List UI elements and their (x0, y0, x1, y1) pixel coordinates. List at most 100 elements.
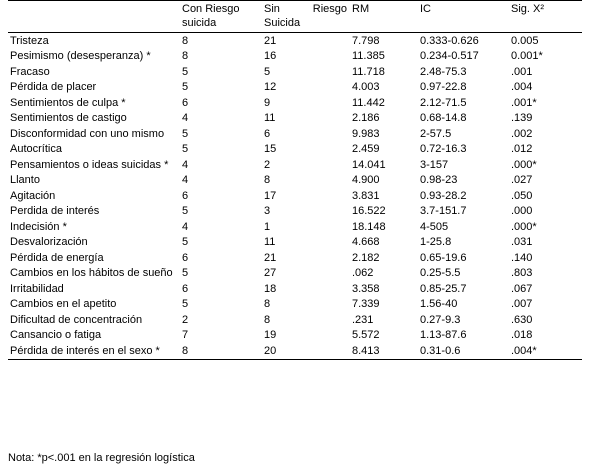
cell: 8.413 (352, 344, 380, 357)
results-table: Con Riesgo suicida Sin Riesgo Suicida RM IC… (8, 0, 582, 360)
cell: 8 (182, 34, 189, 47)
cell: 6 (182, 189, 189, 202)
cell: 12 (264, 81, 277, 93)
cell: .004 (511, 81, 533, 93)
cell: 5 (182, 81, 189, 93)
table-row: Fracaso 5 5 11.718 2.48-75.3 .001 (8, 64, 582, 80)
footnote: Nota: *p<.001 en la regresión logística (8, 452, 195, 464)
cell: 5 (182, 267, 189, 279)
cell: .000* (511, 158, 537, 171)
cell: 1.13-87.6 (420, 329, 467, 341)
cell: 3.7-151.7 (420, 205, 467, 217)
cell: 19 (264, 329, 277, 341)
row-label: Agitación (10, 189, 56, 202)
row-label: Sentimientos de castigo (10, 112, 127, 124)
table-header: Con Riesgo suicida Sin Riesgo Suicida RM IC… (8, 0, 582, 33)
table-row: Pérdida de energía 6 21 2.182 0.65-19.6 .140 (8, 250, 582, 266)
cell: 11 (264, 112, 276, 124)
cell: 8 (264, 298, 271, 310)
row-label: Pérdida de placer (10, 81, 97, 93)
cell: 0.72-16.3 (420, 143, 467, 155)
cell: 0.27-9.3 (420, 313, 461, 326)
cell: 9.983 (352, 127, 380, 140)
header-cell (8, 1, 180, 33)
cell: 0.98-23 (420, 174, 458, 186)
cell: 18 (264, 282, 277, 295)
table-row: Pérdida de interés en el sexo * 8 20 8.413 0… (8, 343, 582, 359)
cell: 3-157 (420, 158, 449, 171)
header-cell: RM (352, 3, 370, 15)
row-label: Pensamientos o ideas suicidas * (10, 158, 169, 171)
cell: 5 (182, 205, 189, 217)
cell: 18.148 (352, 220, 386, 233)
table-row: Cansancio o fatiga 7 19 5.572 1.13-87.6 .018 (8, 328, 582, 344)
table-row: Dificultad de concentración 2 8 .231 0.27-9.… (8, 312, 582, 328)
cell: 6 (182, 96, 189, 109)
cell: .000 (511, 205, 533, 217)
cell: 4.003 (352, 81, 380, 93)
cell: 0.65-19.6 (420, 251, 467, 264)
table-row: Indecisión * 4 1 18.148 4-505 .000* (8, 219, 582, 235)
cell: 11.442 (352, 96, 385, 109)
cell: 0.001* (511, 50, 543, 62)
table-row: Sentimientos de castigo 4 11 2.186 0.68-14.8… (8, 111, 582, 127)
cell: .231 (352, 313, 374, 326)
cell: 21 (264, 251, 277, 264)
row-label: Perdida de interés (10, 205, 100, 217)
cell: 9 (264, 96, 271, 109)
row-label: Fracaso (10, 65, 50, 78)
cell: 5 (182, 127, 189, 140)
cell: 0.333-0.626 (420, 34, 479, 47)
cell: 4-505 (420, 220, 449, 233)
cell: 20 (264, 344, 277, 357)
cell: .004* (511, 344, 537, 357)
cell: 2.48-75.3 (420, 65, 467, 78)
row-label: Irritabilidad (10, 282, 64, 295)
cell: .027 (511, 174, 533, 186)
row-label: Pérdida de interés en el sexo * (10, 344, 160, 357)
cell: 21 (264, 34, 277, 47)
cell: 4 (182, 220, 189, 233)
header-cell: Con Riesgo suicida (182, 3, 240, 29)
cell: .007 (511, 298, 533, 310)
cell: 16 (264, 50, 277, 62)
row-label: Desvalorización (10, 236, 88, 248)
cell: 6 (182, 282, 189, 295)
cell: 7 (182, 329, 189, 341)
cell: 8 (264, 174, 271, 186)
cell: 7.339 (352, 298, 380, 310)
cell: 5 (264, 65, 271, 78)
cell: 0.234-0.517 (420, 50, 479, 62)
cell: 4 (182, 158, 189, 171)
cell: .050 (511, 189, 533, 202)
cell: 4.900 (352, 174, 380, 186)
header-row: Con Riesgo suicida Sin Riesgo Suicida RM IC… (8, 0, 582, 33)
header-cell: Sin Riesgo Suicida (264, 3, 347, 29)
cell: 0.85-25.7 (420, 282, 467, 295)
cell: 15 (264, 143, 277, 155)
row-label: Disconformidad con uno mismo (10, 127, 165, 140)
cell: 5.572 (352, 329, 380, 341)
cell: 2.459 (352, 143, 380, 155)
cell: 7.798 (352, 34, 380, 47)
cell: 11.385 (352, 50, 385, 62)
table-row: Pesimismo (desesperanza) * 8 16 11.385 0.234… (8, 49, 582, 65)
cell: 0.68-14.8 (420, 112, 467, 124)
table-row: Agitación 6 17 3.831 0.93-28.2 .050 (8, 188, 582, 204)
cell: .001 (511, 65, 533, 78)
header-cell: Sig. X² (511, 3, 545, 15)
cell: 6 (182, 251, 189, 264)
cell: 0.31-0.6 (420, 344, 461, 357)
cell: 3.831 (352, 189, 380, 202)
table-body: Tristeza 8 21 7.798 0.333-0.626 0.005 Pesimism… (8, 33, 582, 359)
table-row: Sentimientos de culpa * 6 9 11.442 2.12-71.5… (8, 95, 582, 111)
table-row: Perdida de interés 5 3 16.522 3.7-151.7 .000 (8, 204, 582, 220)
cell: 16.522 (352, 205, 386, 217)
cell: 0.93-28.2 (420, 189, 467, 202)
cell: 5 (182, 236, 189, 248)
cell: .067 (511, 282, 533, 295)
table-row: Llanto 4 8 4.900 0.98-23 .027 (8, 173, 582, 189)
cell: 5 (182, 65, 189, 78)
row-label: Llanto (10, 174, 40, 186)
